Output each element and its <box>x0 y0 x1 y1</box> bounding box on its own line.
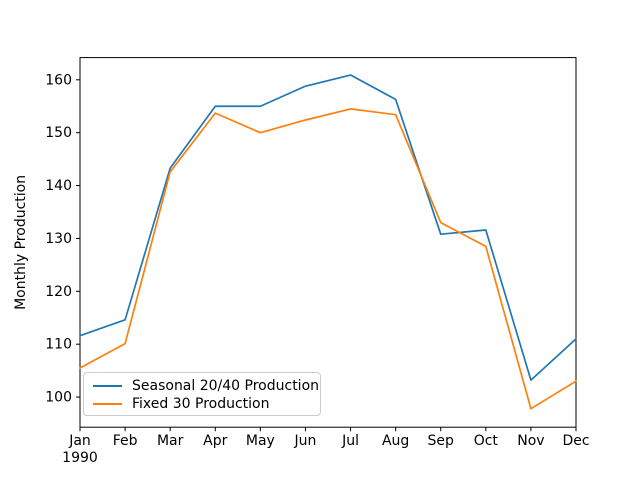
legend: Seasonal 20/40 Production Fixed 30 Produ… <box>83 372 321 416</box>
x-tick-label: Sep <box>428 433 455 449</box>
x-tick-label: Jul <box>341 433 359 449</box>
legend-label-seasonal: Seasonal 20/40 Production <box>132 378 320 394</box>
fixed-line-swatch <box>93 403 122 405</box>
x-tick-label: Oct <box>474 433 499 449</box>
plot-border <box>79 57 577 428</box>
legend-label-fixed: Fixed 30 Production <box>132 396 270 412</box>
axes: 100 110 120 130 140 150 160 Jan Feb Mar Apr May Jun J… <box>13 57 590 466</box>
legend-item-fixed: Fixed 30 Production <box>93 395 312 413</box>
x-tick-label: Apr <box>203 433 227 449</box>
data-series <box>79 74 577 410</box>
y-tick-label: 150 <box>45 125 72 141</box>
series-line-0 <box>79 74 577 381</box>
x-tick-label: Dec <box>562 433 589 449</box>
y-tick-label: 130 <box>45 231 72 247</box>
x-axis-year-label: 1990 <box>62 450 98 466</box>
x-tick-label: Aug <box>382 433 409 449</box>
y-tick-label: 110 <box>45 337 72 353</box>
seasonal-line-swatch <box>93 385 122 387</box>
x-tick-label: Mar <box>157 433 184 449</box>
y-tick-label: 160 <box>45 72 72 88</box>
x-tick-label: Jan <box>68 433 91 449</box>
y-tick-label: 140 <box>45 178 72 194</box>
y-axis-label: Monthly Production <box>13 175 29 310</box>
x-tick-label: Jun <box>294 433 317 449</box>
y-tick-label: 100 <box>45 390 72 406</box>
legend-item-seasonal: Seasonal 20/40 Production <box>93 377 319 395</box>
x-tick-label: May <box>246 433 275 449</box>
x-tick-label: Feb <box>113 433 138 449</box>
y-tick-label: 120 <box>45 284 72 300</box>
x-tick-label: Nov <box>517 433 544 449</box>
series-line-1 <box>79 108 577 410</box>
